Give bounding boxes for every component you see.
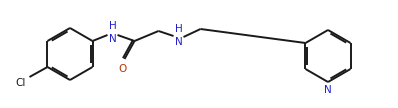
Text: N: N xyxy=(175,37,182,47)
Text: N: N xyxy=(324,85,332,95)
Text: Cl: Cl xyxy=(15,78,25,88)
Text: H: H xyxy=(109,21,116,31)
Text: H: H xyxy=(175,24,182,34)
Text: N: N xyxy=(109,34,116,44)
Text: O: O xyxy=(118,64,127,74)
